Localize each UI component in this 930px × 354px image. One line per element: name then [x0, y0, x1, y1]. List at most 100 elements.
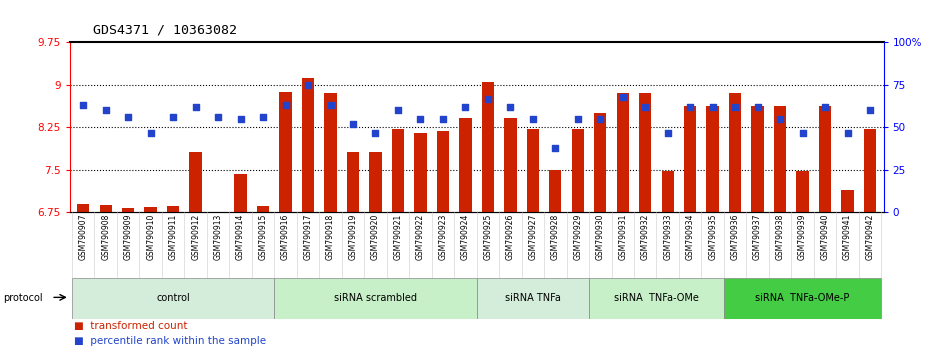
Text: GSM790918: GSM790918	[326, 214, 335, 260]
Text: GSM790917: GSM790917	[303, 214, 312, 260]
Bar	[707, 107, 719, 212]
Text: GSM790911: GSM790911	[168, 214, 178, 260]
Bar	[661, 171, 674, 212]
Point	[503, 104, 518, 110]
Point	[660, 130, 675, 135]
Bar	[482, 82, 494, 212]
Text: control: control	[156, 293, 190, 303]
Point	[616, 94, 631, 100]
Text: GSM790933: GSM790933	[663, 214, 672, 260]
Text: ■  transformed count: ■ transformed count	[74, 321, 188, 331]
Text: GSM790937: GSM790937	[753, 214, 762, 260]
Bar	[369, 152, 381, 212]
Point	[458, 104, 472, 110]
Bar	[589, 278, 724, 319]
Text: GSM790914: GSM790914	[236, 214, 246, 260]
Bar	[302, 78, 314, 212]
Point	[705, 104, 720, 110]
Text: GSM790915: GSM790915	[259, 214, 268, 260]
Bar	[724, 278, 882, 319]
Bar	[414, 133, 427, 212]
Point	[638, 104, 653, 110]
Bar	[274, 278, 476, 319]
Bar	[594, 113, 606, 212]
Text: GSM790928: GSM790928	[551, 214, 560, 260]
Text: GSM790912: GSM790912	[192, 214, 200, 260]
Text: GSM790929: GSM790929	[573, 214, 582, 260]
Point	[188, 104, 203, 110]
Point	[570, 116, 585, 122]
Text: GSM790938: GSM790938	[776, 214, 785, 260]
Text: GSM790941: GSM790941	[843, 214, 852, 260]
Point	[278, 103, 293, 108]
Bar	[257, 206, 270, 212]
Bar	[684, 107, 697, 212]
Point	[300, 82, 315, 88]
Text: GSM790939: GSM790939	[798, 214, 807, 260]
Point	[840, 130, 855, 135]
Point	[817, 104, 832, 110]
Point	[323, 103, 338, 108]
Text: GSM790913: GSM790913	[214, 214, 222, 260]
Point	[481, 96, 496, 101]
Point	[99, 108, 113, 113]
Text: siRNA  TNFa-OMe-P: siRNA TNFa-OMe-P	[755, 293, 850, 303]
Text: siRNA TNFa: siRNA TNFa	[505, 293, 561, 303]
Text: GSM790926: GSM790926	[506, 214, 515, 260]
Bar	[325, 93, 337, 212]
Text: GSM790925: GSM790925	[484, 214, 492, 260]
Text: GSM790919: GSM790919	[349, 214, 357, 260]
Text: GSM790916: GSM790916	[281, 214, 290, 260]
Point	[727, 104, 742, 110]
Point	[683, 104, 698, 110]
Text: GSM790940: GSM790940	[820, 214, 830, 260]
Text: GSM790931: GSM790931	[618, 214, 627, 260]
Bar	[476, 278, 589, 319]
Bar	[617, 93, 629, 212]
Bar	[392, 129, 405, 212]
Point	[233, 116, 248, 122]
Bar	[819, 107, 831, 212]
Text: GSM790934: GSM790934	[685, 214, 695, 260]
Point	[166, 114, 180, 120]
Point	[773, 116, 788, 122]
Bar	[864, 129, 876, 212]
Text: protocol: protocol	[3, 293, 43, 303]
Bar	[796, 171, 809, 212]
Point	[413, 116, 428, 122]
Bar	[190, 152, 202, 212]
Bar	[122, 209, 134, 212]
Point	[862, 108, 877, 113]
Bar	[842, 190, 854, 212]
Text: GSM790909: GSM790909	[124, 214, 133, 260]
Text: GSM790932: GSM790932	[641, 214, 650, 260]
Text: GSM790910: GSM790910	[146, 214, 155, 260]
Text: siRNA  TNFa-OMe: siRNA TNFa-OMe	[614, 293, 699, 303]
Point	[592, 116, 607, 122]
Bar	[549, 170, 562, 212]
Point	[346, 121, 361, 127]
Text: GSM790921: GSM790921	[393, 214, 403, 260]
Bar	[729, 93, 741, 212]
Bar	[100, 205, 112, 212]
Point	[256, 114, 271, 120]
Bar	[72, 278, 274, 319]
Text: GSM790942: GSM790942	[866, 214, 874, 260]
Text: GSM790936: GSM790936	[731, 214, 739, 260]
Bar	[526, 129, 539, 212]
Text: GDS4371 / 10363082: GDS4371 / 10363082	[93, 23, 237, 36]
Point	[143, 130, 158, 135]
Bar	[774, 107, 786, 212]
Point	[391, 108, 405, 113]
Point	[795, 130, 810, 135]
Bar	[212, 212, 224, 216]
Bar	[459, 118, 472, 212]
Text: GSM790922: GSM790922	[416, 214, 425, 260]
Bar	[234, 175, 246, 212]
Text: GSM790923: GSM790923	[438, 214, 447, 260]
Point	[121, 114, 136, 120]
Bar	[167, 206, 179, 212]
Text: GSM790920: GSM790920	[371, 214, 380, 260]
Point	[76, 103, 91, 108]
Text: GSM790935: GSM790935	[708, 214, 717, 260]
